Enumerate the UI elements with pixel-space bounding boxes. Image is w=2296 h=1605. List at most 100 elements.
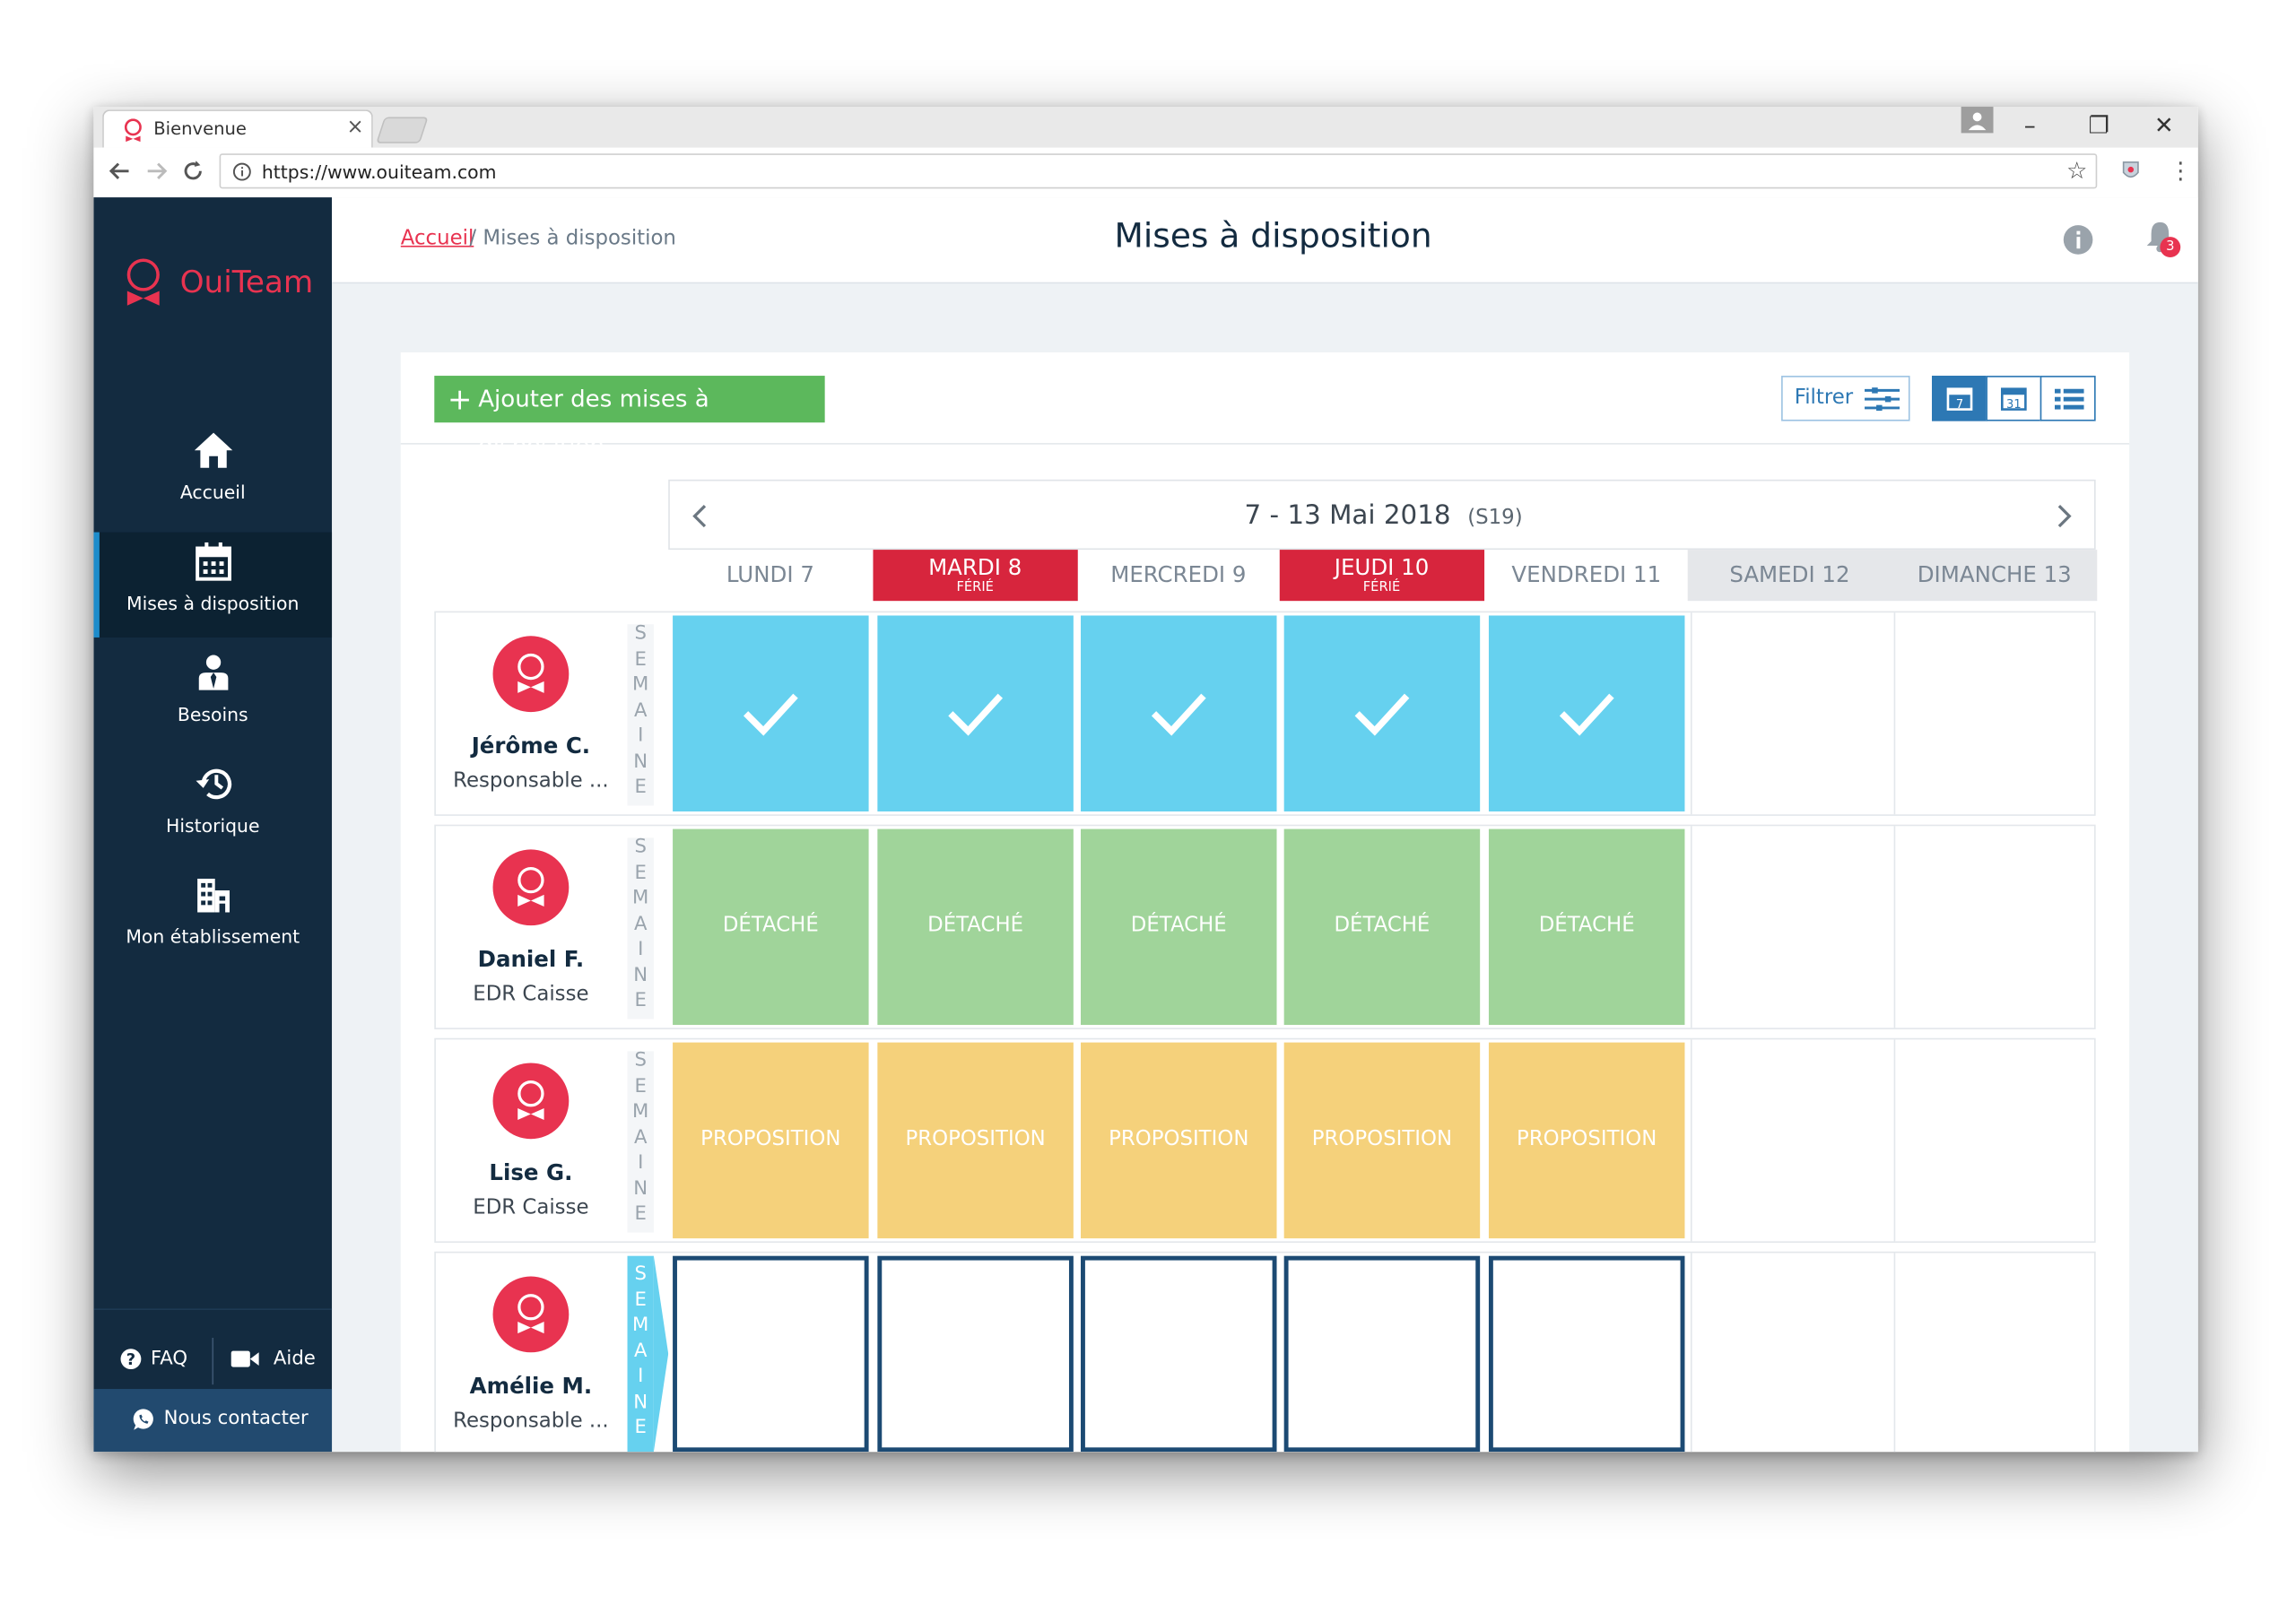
bookmark-star-icon[interactable]: ☆ bbox=[2066, 156, 2088, 185]
contact-button[interactable]: Nous contacter bbox=[93, 1389, 333, 1453]
week-letter: M bbox=[632, 1100, 649, 1124]
reload-icon[interactable] bbox=[181, 160, 204, 183]
extension-icon[interactable] bbox=[2119, 160, 2143, 183]
notifications-button[interactable]: 3 bbox=[2143, 220, 2187, 261]
week-letter: N bbox=[633, 750, 648, 773]
aide-label: Aide bbox=[273, 1348, 316, 1370]
add-mise-a-disposition-button[interactable]: + Ajouter des mises à disposition bbox=[434, 376, 825, 459]
sidebar-item-besoins[interactable]: Besoins bbox=[93, 643, 332, 748]
week-letter: S bbox=[634, 1049, 647, 1072]
filter-sliders-icon bbox=[1865, 387, 1900, 412]
restore-button[interactable]: ❐ bbox=[2088, 110, 2109, 139]
day-cell[interactable]: PROPOSITION bbox=[877, 1042, 1074, 1239]
list-view-button[interactable] bbox=[2039, 376, 2096, 421]
day-cell[interactable]: PROPOSITION bbox=[1283, 1042, 1481, 1239]
weekend-divider bbox=[1893, 1039, 1896, 1242]
planning-panel: + Ajouter des mises à disposition Filtre… bbox=[400, 351, 2130, 1453]
weekend-divider bbox=[1893, 1253, 1896, 1453]
cell-status-text: PROPOSITION bbox=[1109, 1127, 1249, 1151]
avatar[interactable] bbox=[492, 636, 570, 713]
month-view-button[interactable]: 31 bbox=[1986, 376, 2042, 421]
checkmark-icon bbox=[1559, 693, 1614, 736]
day-cell[interactable] bbox=[1081, 615, 1277, 811]
day-header-1: MARDI 8 FÉRIÉ bbox=[873, 550, 1077, 602]
contact-label: Nous contacter bbox=[163, 1408, 309, 1430]
day-cell[interactable]: DÉTACHÉ bbox=[1283, 829, 1481, 1026]
day-cell[interactable]: DÉTACHÉ bbox=[1488, 829, 1685, 1026]
previous-week-chevron-icon[interactable] bbox=[691, 503, 709, 529]
sidebar-item-accueil[interactable]: Accueil bbox=[93, 421, 332, 526]
day-cell[interactable] bbox=[1283, 1255, 1481, 1453]
sidebar-item-historique[interactable]: Historique bbox=[93, 754, 332, 859]
day-cell[interactable]: DÉTACHÉ bbox=[1081, 829, 1277, 1026]
faq-label: FAQ bbox=[150, 1348, 188, 1370]
week-letter: S bbox=[634, 836, 647, 859]
sidebar-footer: ? FAQ Aide Nous contacter bbox=[93, 1308, 333, 1453]
avatar[interactable] bbox=[492, 849, 570, 926]
weekend-divider bbox=[1893, 612, 1896, 815]
day-cell[interactable] bbox=[673, 615, 869, 811]
person-tie-icon bbox=[197, 655, 228, 690]
address-bar[interactable]: https://www.ouiteam.com ☆ bbox=[219, 153, 2098, 189]
page-header: Accueil / Mises à disposition Mises à di… bbox=[332, 197, 2198, 284]
back-arrow-icon[interactable] bbox=[109, 160, 132, 183]
day-cell[interactable] bbox=[877, 615, 1074, 811]
day-cell[interactable] bbox=[1283, 615, 1481, 811]
ouiteam-logo-icon bbox=[126, 258, 160, 306]
person-row: Lise G. EDR Caisse S E M A I N E PROPOSITION PROPO… bbox=[434, 1037, 2096, 1244]
weekend-divider bbox=[1690, 1253, 1692, 1453]
breadcrumb-current: / Mises à disposition bbox=[469, 226, 676, 250]
help-info-icon[interactable] bbox=[2062, 223, 2094, 256]
minimize-button[interactable]: – bbox=[2023, 110, 2036, 139]
tab-close-icon[interactable]: × bbox=[346, 115, 364, 139]
sidebar-item-mises-a-disposition[interactable]: Mises à disposition bbox=[93, 532, 333, 638]
main-content: Accueil / Mises à disposition Mises à di… bbox=[332, 197, 2198, 1453]
aide-link[interactable]: Aide bbox=[230, 1344, 326, 1379]
day-cell[interactable] bbox=[673, 1255, 869, 1453]
url-text: https://www.ouiteam.com bbox=[261, 160, 497, 183]
day-label: DIMANCHE 13 bbox=[1917, 561, 2072, 588]
week-view-button[interactable]: 7 bbox=[1932, 376, 1987, 421]
new-tab-button[interactable] bbox=[376, 117, 429, 143]
week-letter: E bbox=[634, 776, 647, 799]
day-cell[interactable]: PROPOSITION bbox=[1081, 1042, 1277, 1239]
browser-tab[interactable]: Bienvenue × bbox=[102, 109, 373, 148]
person-name[interactable]: Daniel F. bbox=[477, 945, 585, 973]
day-cell[interactable]: PROPOSITION bbox=[1488, 1042, 1685, 1239]
week-letter: E bbox=[634, 648, 647, 671]
person-role: Responsable ... bbox=[453, 1409, 609, 1433]
browser-menu-icon[interactable]: ⋮ bbox=[2169, 156, 2193, 185]
person-name[interactable]: Jérôme C. bbox=[471, 732, 591, 759]
day-cell[interactable] bbox=[1081, 1255, 1277, 1453]
week-letter: N bbox=[633, 1177, 648, 1200]
day-cell[interactable] bbox=[877, 1255, 1074, 1453]
day-cell[interactable] bbox=[1488, 615, 1685, 811]
person-role: Responsable ... bbox=[453, 768, 609, 793]
avatar[interactable] bbox=[492, 1063, 570, 1140]
info-icon[interactable] bbox=[232, 162, 251, 181]
breadcrumb-home-link[interactable]: Accueil bbox=[400, 226, 474, 250]
cell-status-text: DÉTACHÉ bbox=[1538, 914, 1635, 938]
close-window-button[interactable]: ✕ bbox=[2153, 110, 2174, 139]
person-name[interactable]: Lise G. bbox=[489, 1159, 573, 1186]
day-label: LUNDI 7 bbox=[726, 561, 814, 588]
faq-link[interactable]: ? FAQ bbox=[114, 1344, 216, 1379]
sidebar-item-mon-etablissement[interactable]: Mon établissement bbox=[93, 865, 332, 970]
day-header-5: SAMEDI 12 bbox=[1687, 550, 1892, 602]
holiday-label: FÉRIÉ bbox=[1362, 580, 1401, 595]
day-cell[interactable] bbox=[1488, 1255, 1685, 1453]
profile-icon[interactable] bbox=[1961, 107, 1994, 134]
day-cell[interactable]: PROPOSITION bbox=[673, 1042, 869, 1239]
person-name[interactable]: Amélie M. bbox=[469, 1373, 593, 1400]
browser-titlebar: Bienvenue × – ❐ ✕ bbox=[93, 107, 2198, 148]
day-cell[interactable]: DÉTACHÉ bbox=[877, 829, 1074, 1026]
next-week-chevron-icon[interactable] bbox=[2057, 503, 2074, 529]
avatar[interactable] bbox=[492, 1276, 570, 1353]
forward-arrow-icon[interactable] bbox=[144, 160, 168, 183]
filter-button[interactable]: Filtrer bbox=[1781, 376, 1910, 421]
day-cell[interactable]: DÉTACHÉ bbox=[673, 829, 869, 1026]
